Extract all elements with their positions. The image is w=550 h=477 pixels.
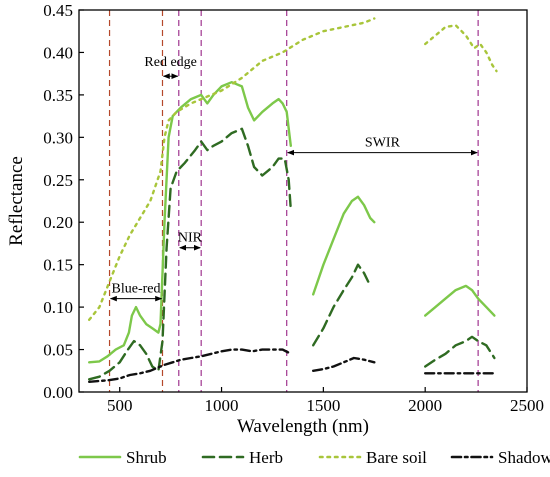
series-shrub — [87, 80, 496, 364]
y-tick-label: 0.40 — [43, 43, 73, 62]
y-tick-label: 0.20 — [43, 213, 73, 232]
x-tick-label: 2000 — [408, 396, 442, 415]
axes: 0.00 0.05 0.10 0.15 0.20 0.25 0.30 0.35 0.40 0.45… — [43, 1, 544, 415]
series-line-segment — [424, 24, 498, 73]
annotation-label: SWIR — [365, 136, 401, 151]
y-tick-label: 0.15 — [43, 256, 73, 275]
y-tick-label: 0.25 — [43, 171, 73, 190]
y-tick-label: 0.10 — [43, 298, 73, 317]
annotation-label: Blue-red — [112, 282, 161, 297]
legend-item: Herb — [201, 448, 283, 467]
series-line-segment — [424, 284, 496, 317]
series-line-segment — [312, 356, 376, 372]
series-line-segment — [312, 195, 376, 296]
x-axis-title: Wavelength (nm) — [237, 416, 369, 437]
y-tick-label: 0.35 — [43, 86, 73, 105]
y-axis-title: Reflectance — [6, 156, 27, 246]
x-tick-label: 1500 — [306, 396, 340, 415]
series-lines — [87, 17, 498, 383]
legend-item: Shadow — [450, 448, 550, 467]
series-line-segment — [87, 348, 292, 383]
series-line-segment — [87, 80, 292, 364]
legend-label: Shadow — [498, 448, 550, 467]
series-shadow — [87, 348, 496, 383]
x-tick-label: 500 — [107, 396, 133, 415]
y-tick-label: 0.00 — [43, 383, 73, 402]
series-line-segment — [424, 335, 496, 368]
series-line-segment — [312, 263, 370, 347]
legend-label: Bare soil — [366, 448, 427, 467]
region-boundary-lines — [108, 10, 479, 392]
x-tick-label: 2500 — [510, 396, 544, 415]
y-tick-label: 0.05 — [43, 341, 73, 360]
y-tick-label: 0.45 — [43, 1, 73, 20]
series-bare-soil — [87, 17, 498, 321]
series-line-segment — [87, 17, 376, 321]
legend-label: Herb — [249, 448, 283, 467]
legend: Shrub Herb Bare soil Shadow — [78, 448, 550, 467]
series-herb — [87, 127, 496, 381]
legend-item: Bare soil — [318, 448, 427, 467]
legend-item: Shrub — [78, 448, 167, 467]
legend-label: Shrub — [126, 448, 167, 467]
annotation-label: NIR — [178, 231, 203, 246]
plot-frame — [78, 9, 528, 393]
series-line-segment — [87, 127, 292, 381]
region-annotations: Blue-red Red edge NIR SWIR — [109, 55, 478, 302]
y-tick-label: 0.30 — [43, 128, 73, 147]
x-tick-label: 1000 — [205, 396, 239, 415]
annotation-label: Red edge — [144, 55, 196, 70]
